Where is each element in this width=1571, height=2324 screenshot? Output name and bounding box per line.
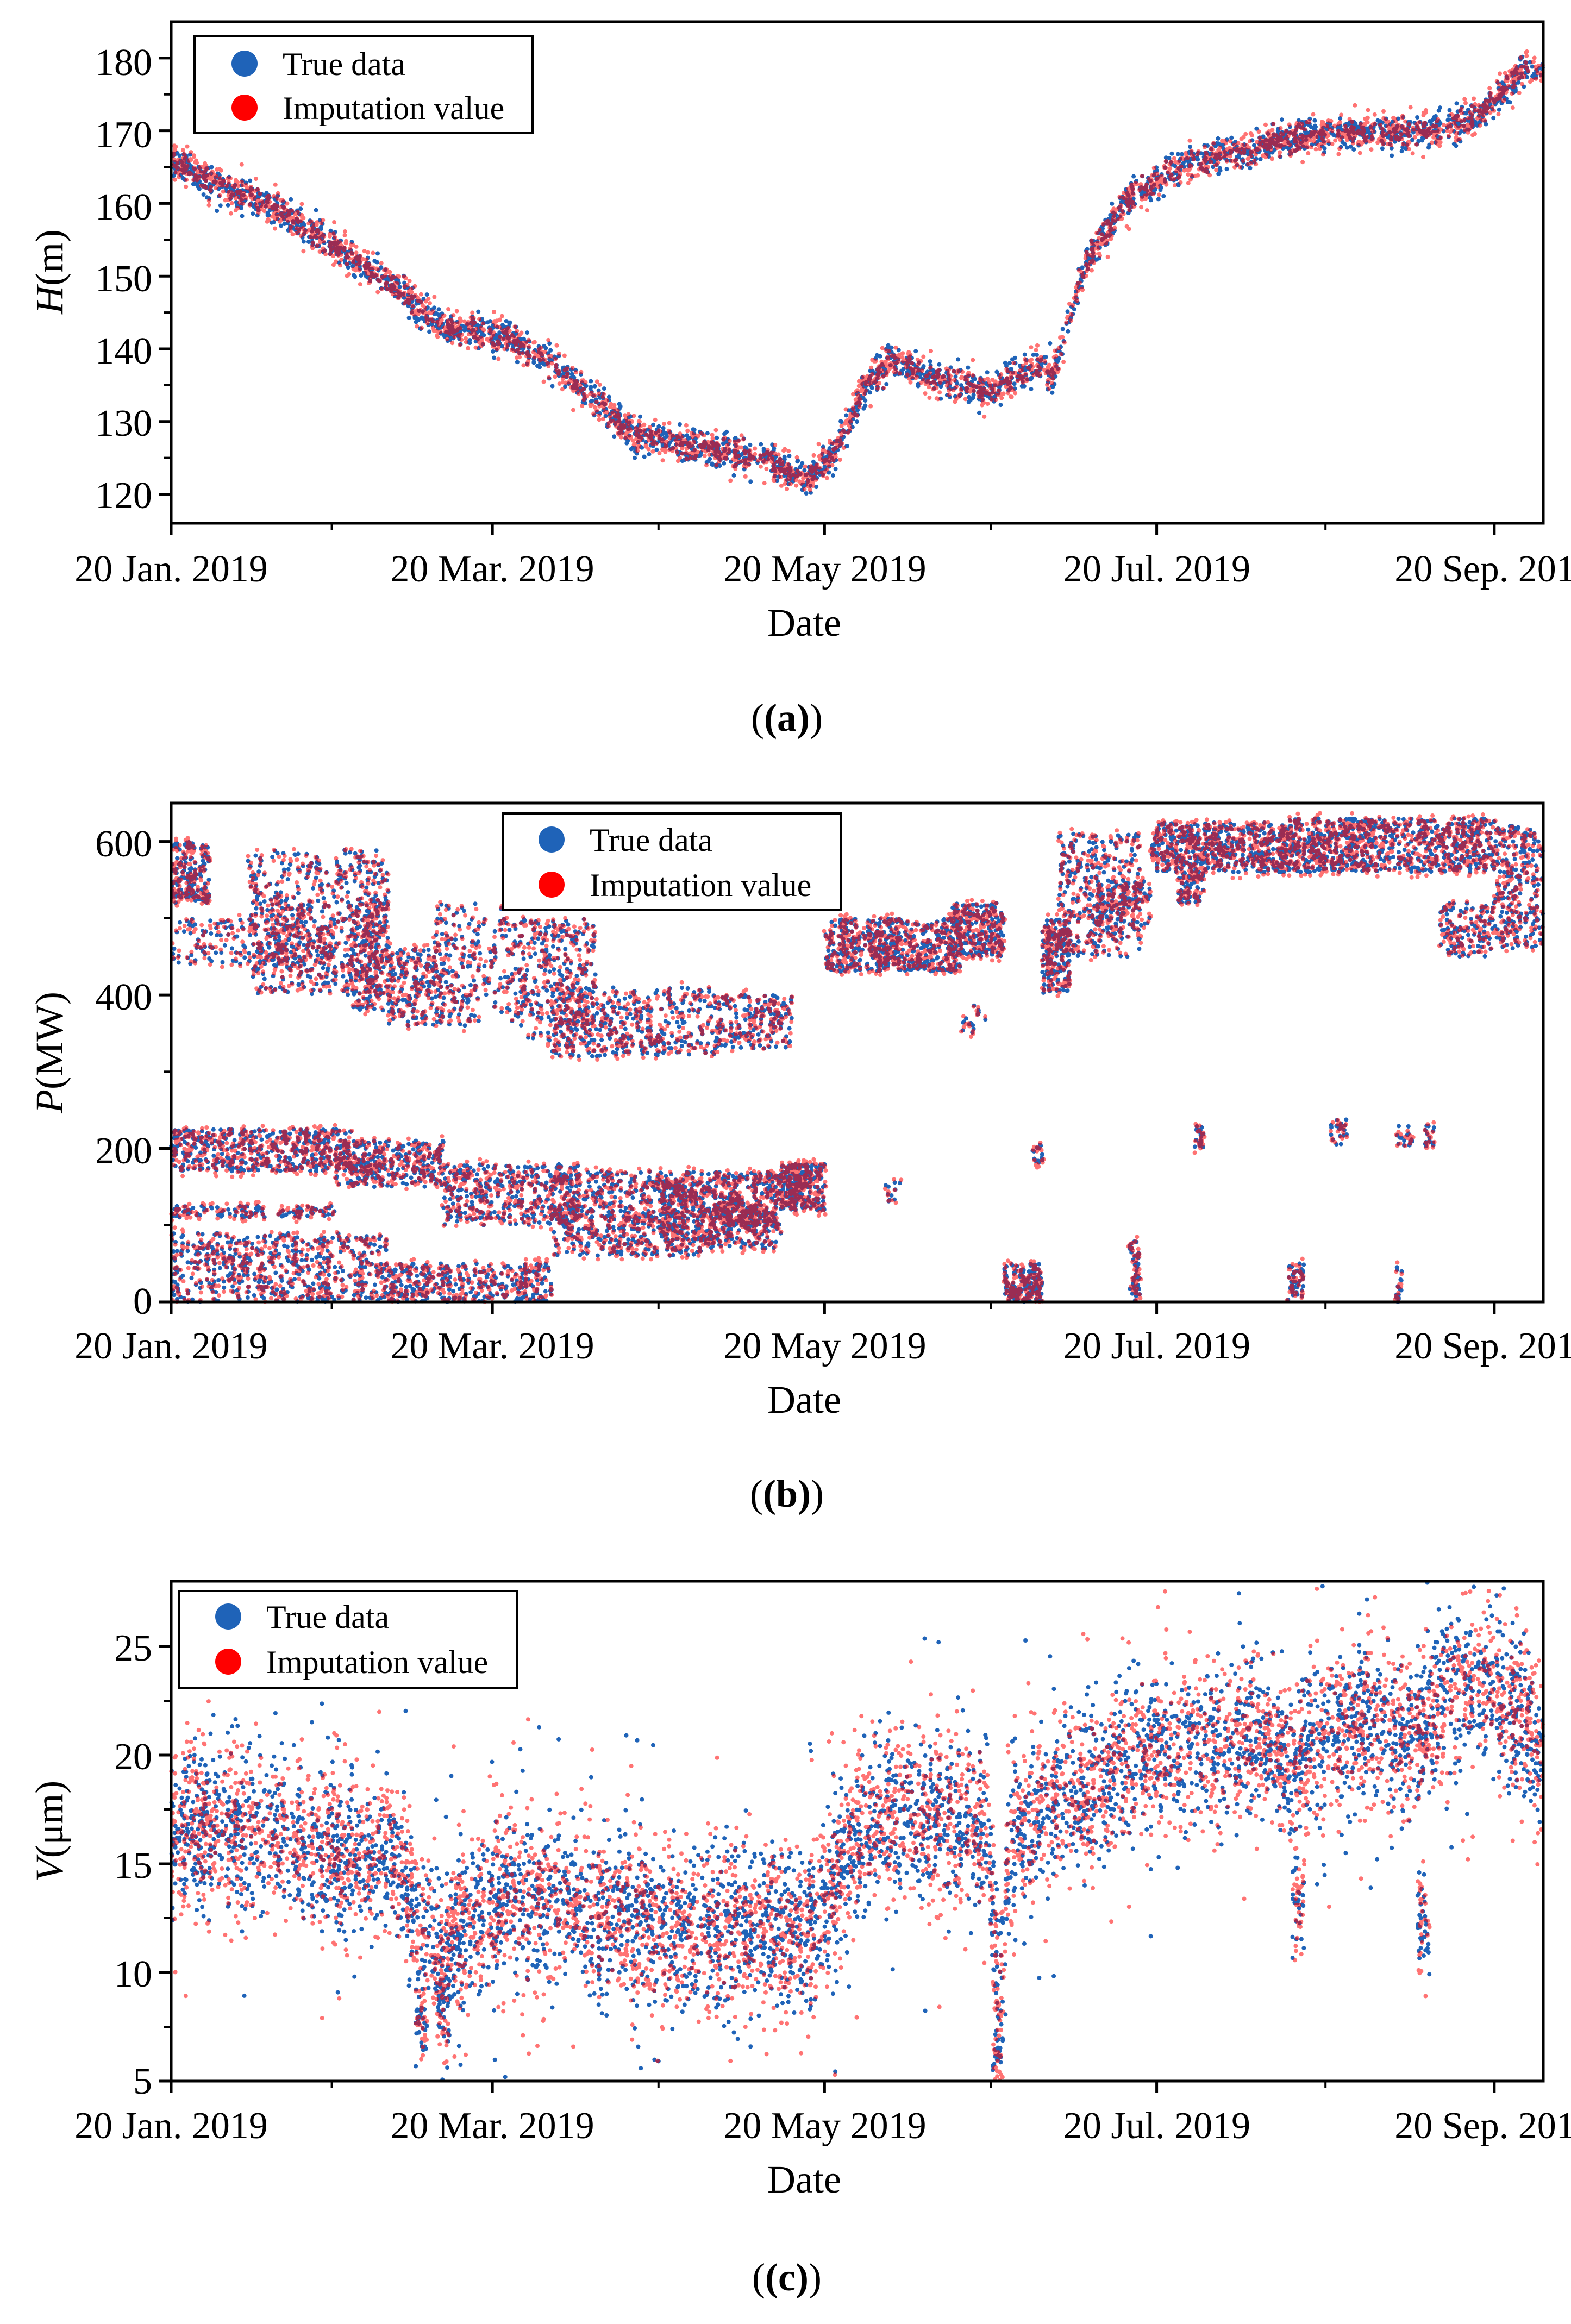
x-tick-label-a-mar: 20 Mar. 2019 (390, 548, 594, 590)
y-axis-symbol-a: H (28, 284, 71, 315)
true-data-marks-b (169, 816, 1545, 1304)
y-axis-unit-b: (MW) (28, 992, 71, 1089)
chart-panel-a: 180 170 160 150 140 130 120 20 Jan. 2019… (28, 20, 1571, 740)
chart-panel-c: 25 20 15 10 5 20 Jan. 2019 20 Mar. 2019 … (28, 1580, 1571, 2299)
imputation-marks-a (170, 49, 1545, 492)
caption-letter-b: (b) (763, 1472, 811, 1515)
y-axis-title-b: P(MW) (28, 992, 71, 1114)
y-tick-label-a-140: 140 (95, 330, 152, 372)
true-data-points-c (169, 1580, 1545, 2082)
y-axis-title-c: V(μm) (28, 1781, 71, 1882)
y-tick-label-c-25: 25 (114, 1627, 152, 1669)
x-tick-label-a-jan: 20 Jan. 2019 (74, 548, 268, 590)
y-tick-label-a-120: 120 (95, 475, 152, 517)
legend-a: True data Imputation value (193, 35, 534, 134)
y-tick-label-c-5: 5 (133, 2060, 152, 2102)
x-tick-label-a-jul: 20 Jul. 2019 (1063, 548, 1250, 590)
axis-ticks-b (159, 840, 1496, 1314)
x-axis-title-b: Date (767, 1378, 841, 1421)
plot-frame-b (170, 801, 1545, 1304)
x-tick-label-c-mar: 20 Mar. 2019 (390, 2105, 594, 2147)
legend-label-true-a: True data (283, 46, 405, 82)
legend-marker-true-a (231, 51, 258, 77)
x-tick-label-c-jul: 20 Jul. 2019 (1063, 2105, 1250, 2147)
legend-b: True data Imputation value (502, 812, 842, 911)
legend-c: True data Imputation value (178, 1590, 518, 1689)
imputation-points-a (170, 49, 1545, 492)
y-tick-label-a-170: 170 (95, 114, 152, 156)
legend-marker-true-b (539, 826, 565, 853)
y-tick-label-a-130: 130 (95, 403, 152, 444)
y-tick-label-c-15: 15 (114, 1845, 152, 1887)
legend-marker-imputed-b (539, 872, 565, 898)
legend-label-imputed-a: Imputation value (283, 90, 504, 126)
legend-label-imputed-b: Imputation value (590, 867, 811, 903)
legend-label-imputed-c: Imputation value (266, 1644, 488, 1680)
chart-panel-b: 600 400 200 0 20 Jan. 2019 20 Mar. 2019 … (28, 801, 1571, 1515)
y-axis-symbol-c: V (28, 1854, 71, 1882)
x-tick-label-b-sep: 20 Sep. 2019 (1394, 1325, 1571, 1367)
legend-marker-true-c (215, 1603, 241, 1630)
y-tick-label-a-180: 180 (95, 42, 152, 84)
y-axis-unit-a: (m) (28, 229, 71, 286)
caption-b: ((b)) (750, 1472, 824, 1515)
x-tick-label-a-sep: 20 Sep. 2019 (1394, 548, 1571, 590)
caption-letter-c: (c) (765, 2256, 809, 2299)
x-tick-label-b-jul: 20 Jul. 2019 (1063, 1325, 1250, 1367)
y-axis-unit-c: (μm) (28, 1781, 71, 1858)
x-tick-label-b-may: 20 May 2019 (723, 1325, 926, 1367)
legend-label-true-b: True data (590, 822, 712, 858)
x-tick-label-b-mar: 20 Mar. 2019 (390, 1325, 594, 1367)
y-tick-label-b-0: 0 (133, 1281, 152, 1323)
plot-frame-a (170, 20, 1545, 525)
legend-label-true-c: True data (266, 1599, 389, 1635)
x-axis-title-c: Date (767, 2158, 841, 2201)
x-tick-label-a-may: 20 May 2019 (723, 548, 926, 590)
x-tick-label-c-sep: 20 Sep. 2019 (1394, 2105, 1571, 2147)
legend-marker-imputed-a (231, 95, 258, 121)
caption-c: ((c)) (752, 2256, 822, 2299)
y-axis-title-a: H(m) (28, 229, 71, 315)
caption-a: ((a)) (751, 696, 823, 740)
y-tick-label-a-150: 150 (95, 258, 152, 300)
y-tick-label-b-400: 400 (95, 976, 152, 1018)
plot-frame-c (170, 1580, 1545, 2083)
x-tick-label-c-jan: 20 Jan. 2019 (74, 2105, 268, 2147)
y-tick-label-c-10: 10 (114, 1953, 152, 1995)
x-axis-title-a: Date (767, 601, 841, 644)
true-data-marks-c (169, 1580, 1545, 2082)
x-tick-label-c-may: 20 May 2019 (723, 2105, 926, 2147)
y-axis-symbol-b: P (28, 1089, 71, 1114)
y-tick-label-b-600: 600 (95, 823, 152, 865)
axis-ticks-a (159, 57, 1496, 535)
y-tick-label-b-200: 200 (95, 1130, 152, 1172)
imputation-points-b (169, 811, 1545, 1304)
y-tick-label-a-160: 160 (95, 186, 152, 228)
caption-letter-a: (a) (764, 696, 810, 740)
imputation-marks-b (169, 811, 1545, 1304)
y-tick-label-c-20: 20 (114, 1736, 152, 1778)
true-data-points-b (169, 816, 1545, 1304)
x-tick-label-b-jan: 20 Jan. 2019 (74, 1325, 268, 1367)
legend-marker-imputed-c (215, 1649, 241, 1675)
axis-ticks-c (159, 1645, 1496, 2093)
